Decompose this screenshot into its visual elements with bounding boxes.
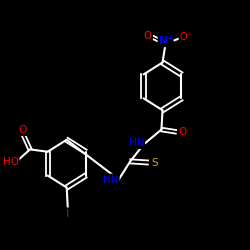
Text: O: O [178,127,186,137]
Text: O⁻: O⁻ [180,32,192,42]
Text: HN: HN [103,174,119,184]
Text: HN: HN [129,138,144,148]
Text: I: I [66,209,69,219]
Text: O: O [144,31,152,41]
Text: HO: HO [3,157,19,167]
Text: S: S [151,158,158,168]
Text: N⁺: N⁺ [158,36,173,46]
Text: O: O [18,125,27,135]
